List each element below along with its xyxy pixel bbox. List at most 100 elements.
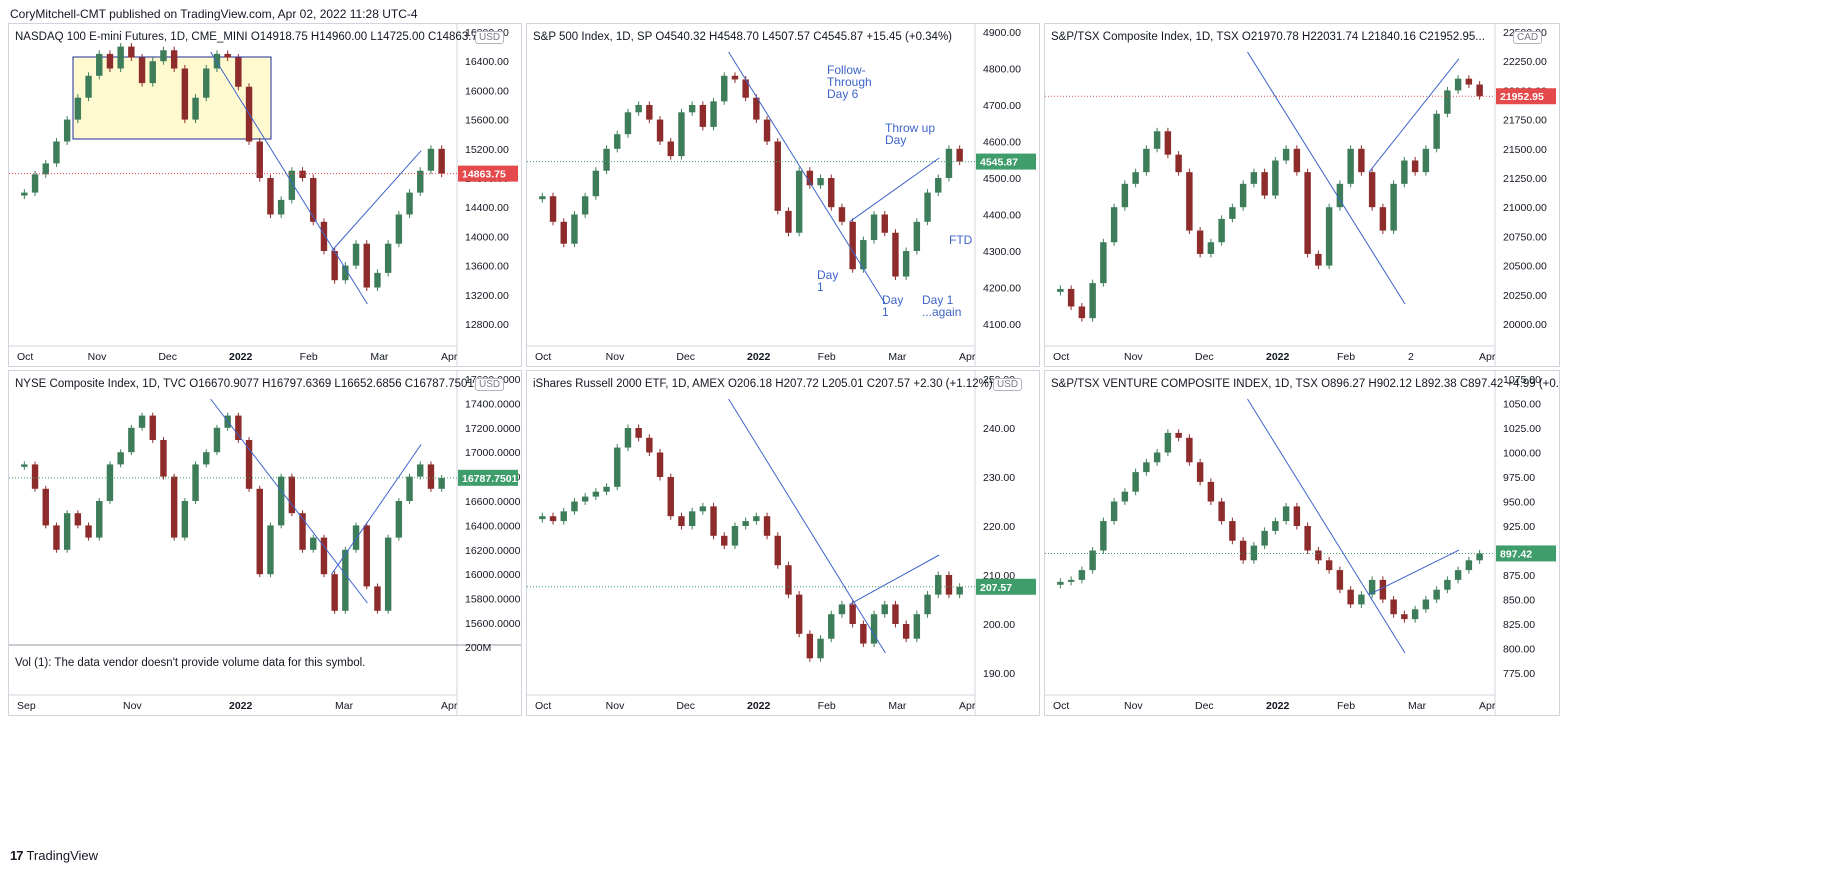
x-tick-label: Dec [158, 351, 177, 363]
candle-body [310, 178, 317, 222]
y-tick-label: 20250.00 [1503, 290, 1547, 302]
publisher-header: CoryMitchell-CMT published on TradingVie… [10, 7, 418, 21]
downtrend-line[interactable] [1247, 51, 1406, 305]
candle-body [1100, 242, 1107, 284]
chart-panel-spx[interactable]: 4900.00 4800.00 4700.00 4600.00 4500.00 4400.… [526, 23, 1040, 367]
x-tick-label: 2022 [747, 700, 771, 712]
trendline-arrow[interactable] [331, 150, 422, 252]
last-price-label: 14863.75 [462, 169, 506, 181]
chart-svg-iwm[interactable]: 250.00240.00230.00220.00210.00200.00190.… [527, 371, 1039, 715]
x-tick-label: 2022 [229, 351, 253, 363]
candle-body [1196, 462, 1204, 482]
chart-panel-tsx[interactable]: 22500.0022250.0022000.0021750.0021500.00… [1044, 23, 1560, 367]
chart-panel-ndx[interactable]: 16800.0016400.0016000.0015600.0015200.00… [8, 23, 522, 367]
candle-body [688, 105, 696, 113]
candle-body [331, 251, 338, 281]
candle-body [699, 105, 707, 127]
candle-body [742, 521, 749, 526]
candle-body [721, 75, 728, 102]
candle-body [603, 486, 610, 492]
chart-panel-nya[interactable]: 17600.000017400.000017200.000017000.0000… [8, 370, 522, 716]
candle-body [688, 511, 696, 526]
candle-body [956, 586, 963, 595]
candle-body [1411, 160, 1419, 173]
candle-body [892, 232, 899, 277]
annotation-text: Day [882, 293, 903, 307]
trendline-arrow[interactable] [331, 444, 422, 575]
x-tick-label: Dec [676, 700, 695, 712]
candle-body [924, 192, 931, 222]
candle-body [1401, 160, 1408, 184]
candle-body [406, 192, 413, 215]
candle-body [288, 170, 296, 200]
y-tick-label: 925.00 [1503, 521, 1535, 533]
trendline-arrow[interactable] [1368, 549, 1460, 596]
candle-body [828, 178, 835, 208]
candle-body [560, 221, 567, 244]
candle-body [945, 575, 953, 595]
trendline-arrow[interactable] [1368, 58, 1460, 173]
downtrend-line[interactable] [210, 398, 368, 604]
candle-body [1304, 526, 1311, 551]
downtrend-line[interactable] [1247, 398, 1406, 654]
candle-body [1304, 172, 1311, 254]
y-tick-label: 4600.00 [983, 137, 1021, 149]
candle-body [581, 196, 589, 215]
x-tick-label: Apr [1479, 351, 1496, 363]
chart-svg-ndx[interactable]: 16800.0016400.0016000.0015600.0015200.00… [9, 24, 521, 366]
currency-tag: USD [475, 31, 505, 44]
candle-body [245, 440, 253, 489]
candle-body [656, 452, 664, 477]
trendline-arrow[interactable] [849, 554, 940, 605]
chart-title: S&P 500 Index, 1D, SP [533, 31, 656, 43]
candle-body [1196, 230, 1204, 254]
chart-svg-nya[interactable]: 17600.000017400.000017200.000017000.0000… [9, 371, 521, 715]
y-tick-label: 950.00 [1503, 497, 1535, 509]
candle-body [117, 452, 124, 465]
candle-body [1422, 148, 1430, 173]
chart-legend-spx[interactable]: S&P 500 Index, 1D, SP O4540.32 H4548.70 … [533, 31, 952, 43]
chart-title: NASDAQ 100 E-mini Futures, 1D, CME_MINI [15, 31, 251, 43]
trendline-arrow[interactable] [849, 157, 940, 223]
chart-svg-tsx[interactable]: 22500.0022250.0022000.0021750.0021500.00… [1045, 24, 1559, 366]
candle-body [149, 415, 156, 440]
x-tick-label: 2022 [1266, 700, 1290, 712]
x-tick-label: Sep [17, 700, 36, 712]
candle-body [1261, 530, 1268, 546]
y-tick-label: 190.00 [983, 668, 1015, 680]
candle-body [1078, 570, 1086, 580]
candle-body [592, 170, 600, 197]
candle-body [288, 476, 296, 514]
downtrend-line[interactable] [728, 398, 886, 654]
y-tick-label: 12800.00 [465, 319, 509, 331]
candle-body [1444, 579, 1451, 590]
candle-body [892, 604, 899, 624]
chart-svg-venture[interactable]: 1075.00 1050.00 1025.00 1000.00 975.00 950.00… [1045, 371, 1559, 715]
chart-panel-iwm[interactable]: 250.00240.00230.00220.00210.00200.00190.… [526, 370, 1040, 716]
candle-body [1347, 589, 1354, 605]
candle-body [860, 240, 867, 270]
y-tick-label: 13600.00 [465, 261, 509, 273]
chart-legend-iwm[interactable]: iShares Russell 2000 ETF, 1D, AMEX O206.… [533, 378, 993, 390]
y-tick-label: 240.00 [983, 423, 1015, 435]
chart-panel-venture[interactable]: 1075.00 1050.00 1025.00 1000.00 975.00 950.00… [1044, 370, 1560, 716]
y-tick-label: 20750.00 [1503, 231, 1547, 243]
x-tick-label: Nov [1124, 700, 1143, 712]
chart-svg-spx[interactable]: 4900.00 4800.00 4700.00 4600.00 4500.00 4400.… [527, 24, 1039, 366]
chart-legend-ndx[interactable]: NASDAQ 100 E-mini Futures, 1D, CME_MINI … [15, 31, 494, 43]
candle-body [624, 112, 632, 135]
chart-legend-tsx[interactable]: S&P/TSX Composite Index, 1D, TSX O21970.… [1051, 31, 1485, 43]
candle-body [753, 97, 760, 120]
annotation-text: 1 [817, 280, 824, 294]
chart-legend-venture[interactable]: S&P/TSX VENTURE COMPOSITE INDEX, 1D, TSX… [1051, 378, 1559, 390]
candle-body [763, 119, 771, 142]
ohlc-values: O16670.9077 H16797.6369 L16652.6856 C167… [189, 378, 484, 390]
candle-body [277, 476, 285, 526]
downtrend-line[interactable] [728, 51, 886, 305]
chart-legend-nya[interactable]: NYSE Composite Index, 1D, TVC O16670.907… [15, 378, 483, 390]
candle-body [42, 163, 49, 175]
tradingview-footer[interactable]: 17 TradingView [10, 848, 98, 863]
candle-body [1261, 172, 1268, 196]
downtrend-line[interactable] [210, 51, 368, 305]
candle-body [1218, 218, 1225, 243]
